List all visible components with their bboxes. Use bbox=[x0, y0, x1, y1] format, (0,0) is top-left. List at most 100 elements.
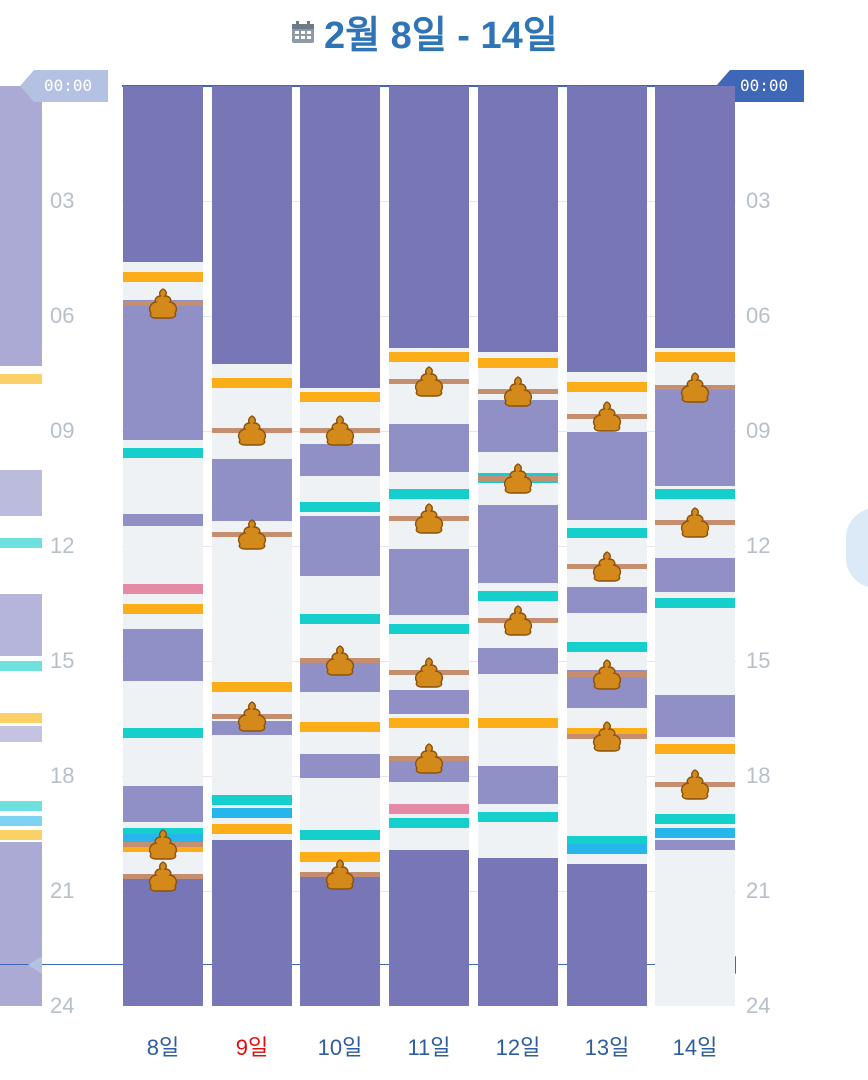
sleep-segment[interactable] bbox=[567, 86, 647, 372]
sleep-segment[interactable] bbox=[655, 558, 735, 592]
feeding-bar[interactable] bbox=[389, 804, 469, 814]
day-label[interactable]: 8일 bbox=[146, 1035, 180, 1060]
feeding-bar[interactable] bbox=[655, 744, 735, 754]
day-column[interactable] bbox=[389, 86, 469, 1006]
day-label[interactable]: 12일 bbox=[495, 1035, 541, 1060]
sleep-segment[interactable] bbox=[212, 86, 292, 364]
sleep-segment[interactable] bbox=[389, 690, 469, 714]
feeding-bar[interactable] bbox=[212, 682, 292, 692]
sleep-segment[interactable] bbox=[655, 695, 735, 737]
feeding-bar[interactable] bbox=[478, 591, 558, 601]
sleep-segment[interactable] bbox=[567, 864, 647, 1006]
poop-icon bbox=[592, 659, 622, 690]
feeding-bar[interactable] bbox=[567, 528, 647, 538]
sleep-segment[interactable] bbox=[478, 766, 558, 804]
feeding-bar[interactable] bbox=[655, 814, 735, 824]
sleep-segment[interactable] bbox=[389, 850, 469, 1006]
day-column[interactable] bbox=[567, 86, 647, 1006]
feeding-bar[interactable] bbox=[123, 272, 203, 282]
feeding-bar[interactable] bbox=[478, 718, 558, 728]
sleep-segment[interactable] bbox=[478, 858, 558, 1006]
day-label[interactable]: 11일 bbox=[407, 1035, 451, 1060]
feeding-bar[interactable] bbox=[212, 378, 292, 388]
sleep-segment[interactable] bbox=[655, 840, 735, 850]
sleep-segment[interactable] bbox=[123, 629, 203, 681]
sleep-segment[interactable] bbox=[212, 840, 292, 1006]
feeding-bar[interactable] bbox=[655, 352, 735, 362]
sleep-segment[interactable] bbox=[478, 648, 558, 674]
feeding-bar[interactable] bbox=[389, 718, 469, 728]
feeding-bar[interactable] bbox=[212, 824, 292, 834]
side-panel-handle[interactable] bbox=[846, 508, 868, 588]
feeding-bar[interactable] bbox=[123, 448, 203, 458]
poop-icon bbox=[414, 503, 444, 534]
y-label-03: 03 bbox=[746, 188, 771, 213]
sleep-segment[interactable] bbox=[123, 875, 203, 1006]
feeding-bar[interactable] bbox=[300, 722, 380, 732]
prev-y-label-06: 06 bbox=[50, 303, 75, 328]
feeding-bar[interactable] bbox=[567, 836, 647, 846]
sleep-segment[interactable] bbox=[123, 514, 203, 526]
feeding-bar[interactable] bbox=[212, 808, 292, 818]
poop-icon bbox=[325, 859, 355, 890]
sleep-segment[interactable] bbox=[123, 300, 203, 440]
y-label-18: 18 bbox=[746, 763, 771, 788]
sleep-segment[interactable] bbox=[300, 516, 380, 576]
sleep-segment[interactable] bbox=[567, 587, 647, 613]
feeding-bar[interactable] bbox=[300, 392, 380, 402]
feeding-bar[interactable] bbox=[300, 614, 380, 624]
sleep-segment[interactable] bbox=[123, 786, 203, 822]
feeding-bar[interactable] bbox=[478, 812, 558, 822]
feeding-bar[interactable] bbox=[123, 584, 203, 594]
current-time-marker-left bbox=[28, 956, 42, 974]
sleep-segment[interactable] bbox=[567, 432, 647, 520]
sleep-segment[interactable] bbox=[655, 86, 735, 348]
prev-y-label-03: 03 bbox=[50, 188, 75, 213]
poop-icon bbox=[592, 721, 622, 752]
poop-icon bbox=[414, 657, 444, 688]
previous-week-column[interactable] bbox=[0, 86, 42, 1006]
day-column[interactable] bbox=[655, 86, 735, 1006]
sleep-segment[interactable] bbox=[389, 86, 469, 348]
feeding-bar[interactable] bbox=[300, 830, 380, 840]
day-label[interactable]: 10일 bbox=[317, 1035, 363, 1060]
feeding-bar[interactable] bbox=[567, 382, 647, 392]
feeding-bar[interactable] bbox=[478, 358, 558, 368]
feeding-bar[interactable] bbox=[655, 598, 735, 608]
feeding-bar[interactable] bbox=[123, 604, 203, 614]
day-column[interactable] bbox=[300, 86, 380, 1006]
feeding-bar[interactable] bbox=[389, 489, 469, 499]
sleep-segment[interactable] bbox=[300, 754, 380, 778]
sleep-segment[interactable] bbox=[389, 549, 469, 615]
poop-icon bbox=[503, 463, 533, 494]
day-column[interactable] bbox=[123, 86, 203, 1006]
poop-icon bbox=[148, 829, 178, 860]
feeding-bar[interactable] bbox=[567, 642, 647, 652]
feeding-bar[interactable] bbox=[389, 818, 469, 828]
sleep-segment[interactable] bbox=[478, 86, 558, 352]
feeding-bar[interactable] bbox=[300, 502, 380, 512]
feeding-bar[interactable] bbox=[389, 624, 469, 634]
sleep-segment[interactable] bbox=[478, 400, 558, 452]
day-label[interactable]: 13일 bbox=[584, 1035, 630, 1060]
sleep-segment[interactable] bbox=[300, 86, 380, 388]
week-title[interactable]: 2월 8일 - 14일 bbox=[290, 4, 558, 59]
feeding-bar[interactable] bbox=[300, 852, 380, 862]
sleep-segment[interactable] bbox=[300, 444, 380, 476]
sleep-segment[interactable] bbox=[123, 86, 203, 262]
feeding-bar[interactable] bbox=[655, 828, 735, 838]
feeding-bar[interactable] bbox=[123, 728, 203, 738]
sleep-segment[interactable] bbox=[212, 459, 292, 521]
feeding-bar[interactable] bbox=[212, 795, 292, 805]
sleep-segment[interactable] bbox=[478, 505, 558, 583]
day-label[interactable]: 9일 bbox=[235, 1035, 269, 1060]
sleep-segment[interactable] bbox=[655, 390, 735, 486]
feeding-bar[interactable] bbox=[389, 352, 469, 362]
feeding-bar[interactable] bbox=[567, 844, 647, 854]
sleep-segment[interactable] bbox=[300, 872, 380, 1006]
sleep-segment[interactable] bbox=[389, 424, 469, 472]
day-label[interactable]: 14일 bbox=[672, 1035, 718, 1060]
feeding-bar[interactable] bbox=[655, 489, 735, 499]
day-column[interactable] bbox=[478, 86, 558, 1006]
